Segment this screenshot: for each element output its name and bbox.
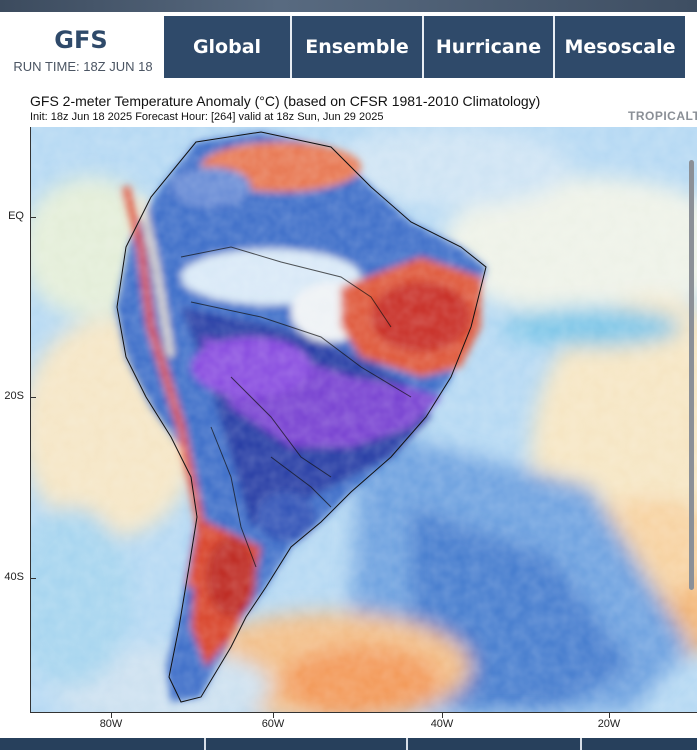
y-tick-40s: 40S	[4, 571, 24, 583]
x-tick-20w: 20W	[597, 718, 621, 730]
x-tick-mark-60w	[273, 712, 274, 718]
y-tick-mark-eq	[30, 217, 36, 218]
bottom-separator	[204, 738, 206, 750]
y-tick-eq: EQ	[8, 210, 24, 222]
y-tick-20s: 20S	[4, 390, 24, 402]
x-tick-60w: 60W	[261, 718, 285, 730]
x-tick-mark-40w	[442, 712, 443, 718]
tab-global[interactable]: Global	[164, 16, 292, 78]
top-image-strip	[0, 0, 697, 12]
tab-hurricane[interactable]: Hurricane	[424, 16, 555, 78]
brand-title: GFS	[54, 26, 108, 54]
bottom-separator	[406, 738, 408, 750]
y-tick-mark-40s	[30, 578, 36, 579]
anomaly-map[interactable]	[30, 127, 697, 713]
map-title: GFS 2-meter Temperature Anomaly (°C) (ba…	[30, 93, 541, 109]
brand-block[interactable]: GFS RUN TIME: 18Z JUN 18	[0, 12, 162, 80]
vertical-scrollbar[interactable]	[689, 160, 694, 590]
run-time-label: RUN TIME: 18Z JUN 18	[13, 59, 153, 74]
y-tick-mark-20s	[30, 397, 36, 398]
map-subtitle: Init: 18z Jun 18 2025 Forecast Hour: [26…	[30, 111, 384, 123]
anomaly-map-graphic	[31, 127, 697, 712]
x-tick-40w: 40W	[430, 718, 454, 730]
top-nav: Global Ensemble Hurricane Mesoscale	[164, 16, 697, 78]
tab-mesoscale[interactable]: Mesoscale	[555, 16, 685, 78]
map-badge: TROPICALT	[628, 109, 697, 123]
bottom-separator	[580, 738, 582, 750]
x-tick-mark-80w	[111, 712, 112, 718]
x-tick-80w: 80W	[99, 718, 123, 730]
x-tick-mark-20w	[609, 712, 610, 718]
tab-ensemble[interactable]: Ensemble	[292, 16, 424, 78]
bottom-nav-bar	[0, 738, 697, 750]
nav-edge	[687, 16, 697, 78]
